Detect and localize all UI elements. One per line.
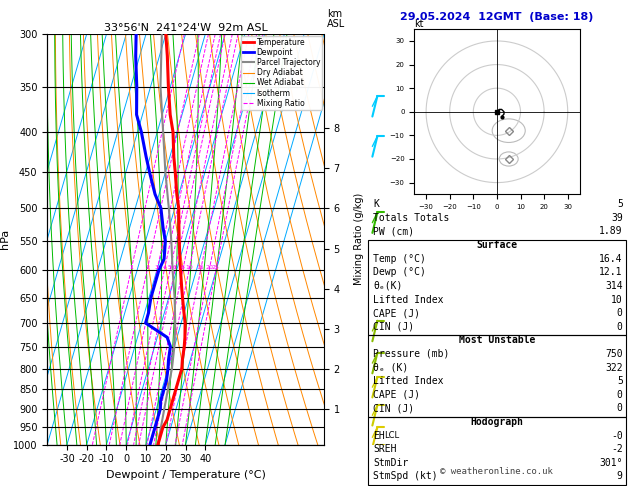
Text: 301°: 301°: [599, 458, 623, 468]
Text: CIN (J): CIN (J): [373, 403, 414, 414]
Text: K: K: [373, 199, 379, 209]
Text: 1.89: 1.89: [599, 226, 623, 237]
Text: PW (cm): PW (cm): [373, 226, 414, 237]
Text: 3: 3: [155, 265, 159, 270]
Text: Surface: Surface: [476, 240, 518, 250]
Title: 33°56'N  241°24'W  92m ASL: 33°56'N 241°24'W 92m ASL: [104, 23, 267, 33]
Text: 0: 0: [617, 390, 623, 400]
Text: 5: 5: [617, 199, 623, 209]
Text: LCL: LCL: [384, 431, 399, 440]
Text: Temp (°C): Temp (°C): [373, 254, 426, 264]
Text: kt: kt: [415, 19, 424, 29]
Text: 4: 4: [162, 265, 166, 270]
Text: 314: 314: [605, 281, 623, 291]
Text: 0: 0: [617, 403, 623, 414]
Text: StmSpd (kt): StmSpd (kt): [373, 471, 438, 482]
Text: 12.1: 12.1: [599, 267, 623, 278]
Y-axis label: hPa: hPa: [0, 229, 10, 249]
Text: 322: 322: [605, 363, 623, 373]
Text: Totals Totals: Totals Totals: [373, 213, 449, 223]
Text: 29.05.2024  12GMT  (Base: 18): 29.05.2024 12GMT (Base: 18): [400, 12, 594, 22]
Text: CAPE (J): CAPE (J): [373, 390, 420, 400]
Text: 9: 9: [617, 471, 623, 482]
Text: 5: 5: [617, 376, 623, 386]
Text: -2: -2: [611, 444, 623, 454]
Text: 750: 750: [605, 349, 623, 359]
Text: 15: 15: [197, 265, 204, 270]
Text: Lifted Index: Lifted Index: [373, 376, 443, 386]
Text: 25: 25: [212, 265, 220, 270]
Text: 10: 10: [611, 295, 623, 305]
Text: 2: 2: [145, 265, 149, 270]
Text: km
ASL: km ASL: [327, 9, 345, 29]
Text: StmDir: StmDir: [373, 458, 408, 468]
Text: 0: 0: [617, 322, 623, 332]
Text: Dewp (°C): Dewp (°C): [373, 267, 426, 278]
Text: 39: 39: [611, 213, 623, 223]
Text: CIN (J): CIN (J): [373, 322, 414, 332]
Text: Hodograph: Hodograph: [470, 417, 523, 427]
Text: © weatheronline.co.uk: © weatheronline.co.uk: [440, 467, 554, 476]
Text: -0: -0: [611, 431, 623, 441]
X-axis label: Dewpoint / Temperature (°C): Dewpoint / Temperature (°C): [106, 470, 265, 480]
Text: 10: 10: [185, 265, 192, 270]
Text: SREH: SREH: [373, 444, 396, 454]
Text: 1: 1: [129, 265, 133, 270]
Text: 6: 6: [173, 265, 177, 270]
Text: 5: 5: [168, 265, 172, 270]
Text: 0: 0: [617, 308, 623, 318]
Text: Pressure (mb): Pressure (mb): [373, 349, 449, 359]
Text: θₑ (K): θₑ (K): [373, 363, 408, 373]
Text: 8: 8: [181, 265, 184, 270]
Text: CAPE (J): CAPE (J): [373, 308, 420, 318]
Text: Most Unstable: Most Unstable: [459, 335, 535, 346]
Text: Mixing Ratio (g/kg): Mixing Ratio (g/kg): [353, 193, 364, 285]
Text: θₑ(K): θₑ(K): [373, 281, 403, 291]
Text: Lifted Index: Lifted Index: [373, 295, 443, 305]
Text: 16.4: 16.4: [599, 254, 623, 264]
Legend: Temperature, Dewpoint, Parcel Trajectory, Dry Adiabat, Wet Adiabat, Isotherm, Mi: Temperature, Dewpoint, Parcel Trajectory…: [240, 35, 323, 110]
Text: EH: EH: [373, 431, 385, 441]
Text: 20: 20: [205, 265, 213, 270]
